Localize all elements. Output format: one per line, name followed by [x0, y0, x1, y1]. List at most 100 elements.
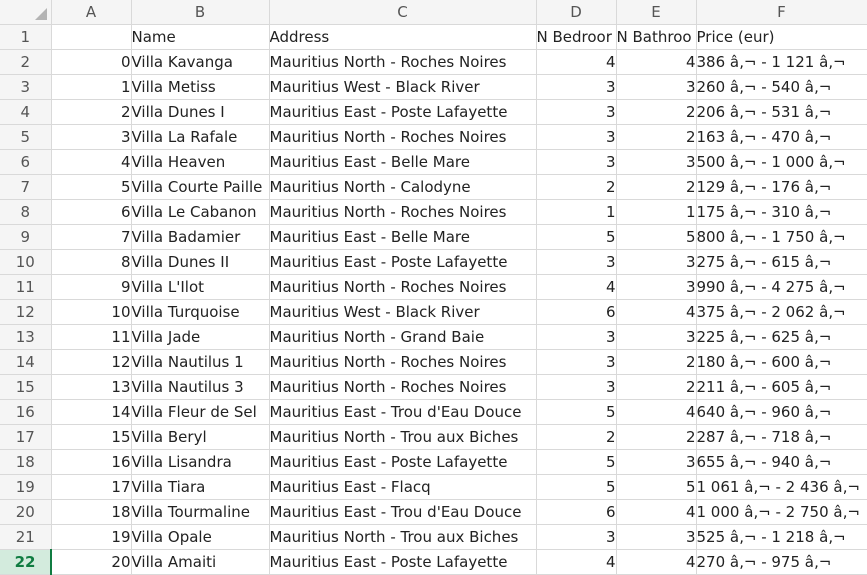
- cell-index[interactable]: 5: [51, 174, 132, 200]
- cell-address[interactable]: Mauritius North - Roches Noires: [269, 374, 537, 400]
- cell-address[interactable]: Mauritius North - Roches Noires: [269, 49, 537, 75]
- cell-name[interactable]: Villa Turquoise: [131, 299, 270, 325]
- cell-index[interactable]: 18: [51, 499, 132, 525]
- cell-bathrooms[interactable]: 3: [616, 149, 697, 175]
- cell-bedrooms[interactable]: 3: [536, 124, 617, 150]
- column-header-b[interactable]: B: [131, 0, 270, 25]
- cell-index[interactable]: 15: [51, 424, 132, 450]
- cell-price[interactable]: 287 â‚¬ - 718 â‚¬: [696, 424, 867, 450]
- cell-price[interactable]: 640 â‚¬ - 960 â‚¬: [696, 399, 867, 425]
- cell-price[interactable]: 500 â‚¬ - 1 000 â‚¬: [696, 149, 867, 175]
- row-header[interactable]: 11: [0, 274, 52, 300]
- cell-address[interactable]: Mauritius East - Trou d'Eau Douce: [269, 499, 537, 525]
- cell-index[interactable]: 19: [51, 524, 132, 550]
- cell-price[interactable]: 211 â‚¬ - 605 â‚¬: [696, 374, 867, 400]
- cell-bathrooms[interactable]: 4: [616, 549, 697, 575]
- cell-price[interactable]: 175 â‚¬ - 310 â‚¬: [696, 199, 867, 225]
- cell-bathrooms[interactable]: 4: [616, 499, 697, 525]
- cell-bathrooms[interactable]: 2: [616, 349, 697, 375]
- row-header[interactable]: 20: [0, 499, 52, 525]
- cell-address[interactable]: Mauritius North - Roches Noires: [269, 124, 537, 150]
- cell-bedrooms[interactable]: 5: [536, 224, 617, 250]
- cell-name[interactable]: Villa Beryl: [131, 424, 270, 450]
- cell-address[interactable]: Mauritius East - Poste Lafayette: [269, 449, 537, 475]
- cell-price[interactable]: 375 â‚¬ - 2 062 â‚¬: [696, 299, 867, 325]
- row-header[interactable]: 14: [0, 349, 52, 375]
- cell-bathrooms-header[interactable]: N Bathroo: [616, 24, 697, 50]
- cell-bathrooms[interactable]: 2: [616, 99, 697, 125]
- cell-name[interactable]: Villa Dunes I: [131, 99, 270, 125]
- cell-address[interactable]: Mauritius North - Trou aux Biches: [269, 524, 537, 550]
- cell-bathrooms[interactable]: 5: [616, 474, 697, 500]
- cell-index[interactable]: 0: [51, 49, 132, 75]
- cell-name[interactable]: Villa Fleur de Sel: [131, 399, 270, 425]
- cell-price-header[interactable]: Price (eur): [696, 24, 867, 50]
- select-all-corner[interactable]: [0, 0, 52, 25]
- cell-name[interactable]: Villa Nautilus 3: [131, 374, 270, 400]
- row-header[interactable]: 5: [0, 124, 52, 150]
- cell-price[interactable]: 129 â‚¬ - 176 â‚¬: [696, 174, 867, 200]
- cell-price[interactable]: 180 â‚¬ - 600 â‚¬: [696, 349, 867, 375]
- cell-index[interactable]: 12: [51, 349, 132, 375]
- cell-bedrooms[interactable]: 3: [536, 249, 617, 275]
- cell-name[interactable]: Villa La Rafale: [131, 124, 270, 150]
- cell-bathrooms[interactable]: 3: [616, 249, 697, 275]
- cell-address[interactable]: Mauritius East - Flacq: [269, 474, 537, 500]
- cell-price[interactable]: 270 â‚¬ - 975 â‚¬: [696, 549, 867, 575]
- cell-bedrooms[interactable]: 2: [536, 174, 617, 200]
- cell-bedrooms[interactable]: 4: [536, 49, 617, 75]
- cell-address[interactable]: Mauritius North - Roches Noires: [269, 199, 537, 225]
- cell-name[interactable]: Villa Jade: [131, 324, 270, 350]
- cell-bathrooms[interactable]: 2: [616, 374, 697, 400]
- cell-name[interactable]: Villa Amaiti: [131, 549, 270, 575]
- row-header[interactable]: 3: [0, 74, 52, 100]
- cell-bedrooms[interactable]: 3: [536, 374, 617, 400]
- cell-price[interactable]: 525 â‚¬ - 1 218 â‚¬: [696, 524, 867, 550]
- column-header-f[interactable]: F: [696, 0, 867, 25]
- cell-address[interactable]: Mauritius North - Trou aux Biches: [269, 424, 537, 450]
- cell-bathrooms[interactable]: 1: [616, 199, 697, 225]
- cell-index[interactable]: 1: [51, 74, 132, 100]
- cell-bathrooms[interactable]: 3: [616, 324, 697, 350]
- cell-price[interactable]: 225 â‚¬ - 625 â‚¬: [696, 324, 867, 350]
- cell-name[interactable]: Villa Lisandra: [131, 449, 270, 475]
- cell-bedrooms[interactable]: 4: [536, 274, 617, 300]
- cell-name[interactable]: Villa Badamier: [131, 224, 270, 250]
- cell-address[interactable]: Mauritius North - Roches Noires: [269, 274, 537, 300]
- cell-bedrooms[interactable]: 3: [536, 74, 617, 100]
- cell-name-header[interactable]: Name: [131, 24, 270, 50]
- cell-name[interactable]: Villa Opale: [131, 524, 270, 550]
- cell-name[interactable]: Villa Tourmaline: [131, 499, 270, 525]
- row-header[interactable]: 2: [0, 49, 52, 75]
- cell-price[interactable]: 260 â‚¬ - 540 â‚¬: [696, 74, 867, 100]
- cell-name[interactable]: Villa Courte Paille: [131, 174, 270, 200]
- row-header[interactable]: 6: [0, 149, 52, 175]
- cell-bedrooms-header[interactable]: N Bedroor: [536, 24, 617, 50]
- cell-index[interactable]: 14: [51, 399, 132, 425]
- row-header[interactable]: 4: [0, 99, 52, 125]
- cell-bathrooms[interactable]: 2: [616, 424, 697, 450]
- cell-a1[interactable]: [51, 24, 132, 50]
- column-header-e[interactable]: E: [616, 0, 697, 25]
- row-header[interactable]: 18: [0, 449, 52, 475]
- cell-address[interactable]: Mauritius East - Trou d'Eau Douce: [269, 399, 537, 425]
- row-header[interactable]: 21: [0, 524, 52, 550]
- cell-index[interactable]: 7: [51, 224, 132, 250]
- cell-address-header[interactable]: Address: [269, 24, 537, 50]
- cell-address[interactable]: Mauritius North - Calodyne: [269, 174, 537, 200]
- cell-price[interactable]: 1 000 â‚¬ - 2 750 â‚¬: [696, 499, 867, 525]
- cell-name[interactable]: Villa Heaven: [131, 149, 270, 175]
- cell-price[interactable]: 990 â‚¬ - 4 275 â‚¬: [696, 274, 867, 300]
- cell-index[interactable]: 8: [51, 249, 132, 275]
- cell-bedrooms[interactable]: 3: [536, 349, 617, 375]
- cell-index[interactable]: 4: [51, 149, 132, 175]
- row-header[interactable]: 12: [0, 299, 52, 325]
- row-header[interactable]: 8: [0, 199, 52, 225]
- cell-bathrooms[interactable]: 3: [616, 74, 697, 100]
- cell-bedrooms[interactable]: 3: [536, 324, 617, 350]
- row-header[interactable]: 22: [0, 549, 52, 575]
- cell-name[interactable]: Villa Metiss: [131, 74, 270, 100]
- cell-index[interactable]: 20: [51, 549, 132, 575]
- cell-bathrooms[interactable]: 2: [616, 174, 697, 200]
- cell-address[interactable]: Mauritius East - Poste Lafayette: [269, 549, 537, 575]
